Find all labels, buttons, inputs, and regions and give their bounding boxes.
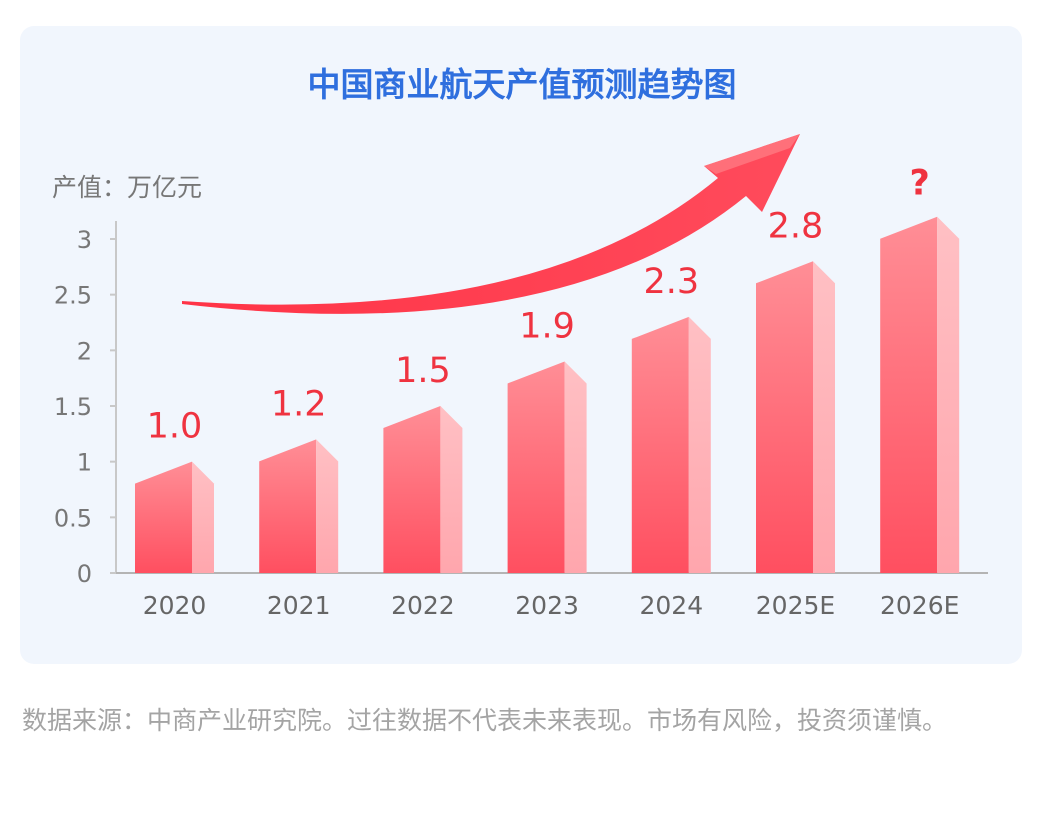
- y-tick-label: 2: [77, 337, 92, 365]
- bar-side-2022: [440, 406, 463, 573]
- x-tick-label-2021: 2021: [267, 591, 331, 620]
- x-tick-label-2023: 2023: [515, 591, 579, 620]
- value-label-2024: 2.3: [643, 262, 699, 302]
- y-axis-ticks: 0 0.5 1 1.5 2 2.5 3: [54, 226, 116, 588]
- y-tick-label: 0: [77, 560, 92, 588]
- x-tick-label-2026E: 2026E: [880, 591, 959, 620]
- bar-side-2025E: [813, 261, 835, 573]
- y-tick-label: 1: [77, 449, 92, 477]
- y-tick-label: 1.5: [54, 393, 92, 421]
- x-tick-label-2025E: 2025E: [756, 591, 835, 620]
- bar-front-2020: [135, 461, 192, 573]
- bar-front-2021: [259, 439, 317, 573]
- trend-arrow: [182, 134, 800, 314]
- bar-side-2024: [688, 316, 711, 573]
- y-tick-label: 0.5: [54, 504, 92, 532]
- bar-side-2026E: [937, 216, 960, 573]
- value-label-2022: 1.5: [395, 351, 451, 391]
- bar-side-2023: [564, 361, 587, 573]
- value-label-2020: 1.0: [147, 407, 203, 447]
- value-label-2021: 1.2: [271, 384, 327, 424]
- chart-card: 中国商业航天产值预测趋势图 产值：万亿元 0 0.5 1 1.5 2 2.5 3 1.0 1.…: [20, 26, 1022, 664]
- value-label-2023: 1.9: [519, 306, 575, 346]
- bar-chart: 中国商业航天产值预测趋势图 产值：万亿元 00.511.522.53 1.01.…: [52, 65, 988, 620]
- source-footnote: 数据来源：中商产业研究院。过往数据不代表未来表现。市场有风险，投资须谨慎。: [22, 706, 948, 735]
- bars: [135, 216, 960, 573]
- x-axis-ticks: 2020 2021 2022 2023 2024 2025E 2026E: [143, 591, 960, 620]
- bar-front-2025E: [756, 261, 813, 573]
- x-tick-label-2022: 2022: [391, 591, 455, 620]
- y-tick-label: 2.5: [54, 282, 92, 310]
- bar-side-2021: [316, 439, 339, 573]
- bar-front-2023: [507, 361, 565, 573]
- y-axis-unit-label: 产值：万亿元: [52, 173, 202, 202]
- x-tick-label-2024: 2024: [639, 591, 703, 620]
- x-tick-label-2020: 2020: [143, 591, 207, 620]
- trend-arrow-highlight: [704, 134, 800, 174]
- bar-side-2020: [192, 461, 214, 573]
- chart-title: 中国商业航天产值预测趋势图: [308, 65, 737, 104]
- bar-front-2022: [383, 406, 441, 573]
- bar-front-2026E: [880, 216, 938, 573]
- bar-front-2024: [631, 316, 689, 573]
- value-label-2026E: ?: [910, 164, 930, 204]
- y-tick-label: 3: [77, 226, 92, 254]
- value-labels: 1.0 1.2 1.5 1.9 2.3 2.8?: [147, 164, 930, 447]
- value-label-2025E: 2.8: [768, 206, 824, 246]
